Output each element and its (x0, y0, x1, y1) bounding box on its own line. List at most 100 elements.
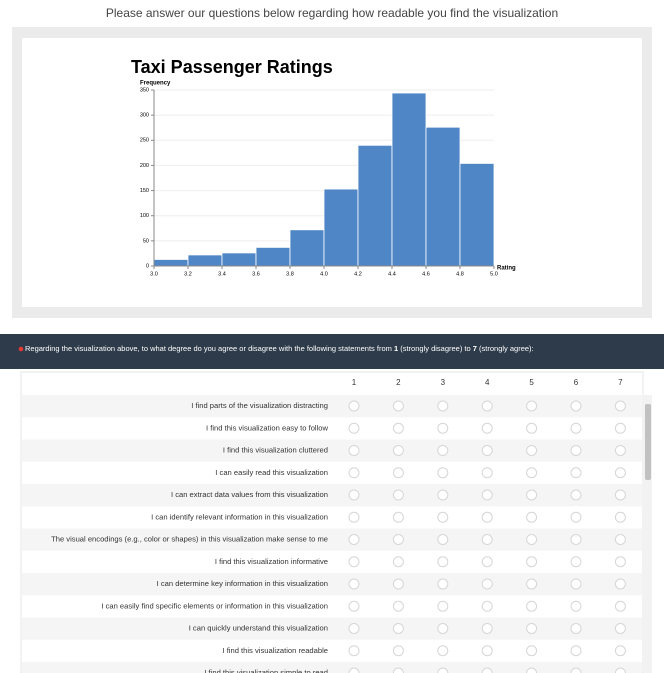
radio-option[interactable] (437, 534, 449, 545)
scrollbar-thumb[interactable] (645, 404, 651, 480)
radio-option[interactable] (614, 445, 626, 456)
radio-option[interactable] (481, 467, 493, 479)
radio-option[interactable] (481, 511, 493, 523)
radio-option[interactable] (392, 489, 404, 501)
radio-option[interactable] (570, 645, 582, 657)
radio-option[interactable] (614, 556, 626, 568)
radio-option[interactable] (437, 667, 449, 673)
radio-option[interactable] (437, 511, 449, 523)
radio-option[interactable] (437, 623, 449, 634)
radio-option[interactable] (481, 645, 493, 657)
radio-option[interactable] (570, 534, 582, 545)
radio-option[interactable] (526, 511, 538, 523)
radio-option[interactable] (392, 467, 404, 479)
x-tick-label: 3.2 (184, 271, 192, 277)
radio-option[interactable] (481, 578, 493, 590)
radio-option[interactable] (348, 556, 360, 568)
radio-option[interactable] (481, 445, 493, 456)
radio-option[interactable] (614, 422, 626, 434)
radio-option[interactable] (526, 623, 538, 634)
radio-option[interactable] (348, 623, 360, 634)
radio-option[interactable] (348, 422, 360, 434)
y-tick-label: 50 (143, 238, 149, 244)
radio-option[interactable] (348, 467, 360, 479)
radio-option[interactable] (392, 422, 404, 434)
radio-option[interactable] (570, 400, 582, 412)
radio-option[interactable] (437, 556, 449, 568)
bar (289, 229, 325, 267)
radio-option[interactable] (437, 400, 449, 412)
radio-option[interactable] (392, 600, 404, 612)
radio-option[interactable] (526, 445, 538, 456)
radio-option[interactable] (526, 467, 538, 479)
radio-option[interactable] (526, 489, 538, 501)
radio-option[interactable] (526, 534, 538, 545)
radio-option[interactable] (392, 534, 404, 545)
radio-option[interactable] (392, 645, 404, 657)
radio-option[interactable] (614, 467, 626, 479)
radio-option[interactable] (570, 422, 582, 434)
radio-option[interactable] (481, 400, 493, 412)
radio-option[interactable] (348, 534, 360, 545)
radio-option[interactable] (614, 489, 626, 501)
radio-option[interactable] (481, 623, 493, 634)
radio-option[interactable] (526, 400, 538, 412)
radio-option[interactable] (437, 445, 449, 456)
radio-option[interactable] (570, 467, 582, 479)
radio-option[interactable] (348, 400, 360, 412)
radio-option[interactable] (526, 578, 538, 590)
radio-option[interactable] (348, 600, 360, 612)
radio-option[interactable] (614, 511, 626, 523)
radio-option[interactable] (570, 600, 582, 612)
radio-option[interactable] (570, 623, 582, 634)
radio-option[interactable] (570, 578, 582, 590)
radio-option[interactable] (481, 422, 493, 434)
y-tick-label: 350 (140, 87, 149, 93)
radio-option[interactable] (392, 667, 404, 673)
radio-option[interactable] (526, 645, 538, 657)
radio-option[interactable] (526, 556, 538, 568)
radio-option[interactable] (481, 600, 493, 612)
radio-option[interactable] (437, 489, 449, 501)
radio-option[interactable] (437, 467, 449, 479)
radio-option[interactable] (614, 400, 626, 412)
radio-option[interactable] (348, 489, 360, 501)
radio-option[interactable] (614, 623, 626, 634)
radio-option[interactable] (392, 400, 404, 412)
radio-option[interactable] (348, 667, 360, 673)
radio-option[interactable] (570, 445, 582, 456)
radio-option[interactable] (570, 489, 582, 501)
radio-option[interactable] (526, 667, 538, 673)
radio-option[interactable] (348, 511, 360, 523)
radio-option[interactable] (392, 623, 404, 634)
radio-option[interactable] (392, 445, 404, 456)
radio-option[interactable] (570, 511, 582, 523)
radio-option[interactable] (614, 667, 626, 673)
radio-option[interactable] (526, 422, 538, 434)
radio-option[interactable] (614, 645, 626, 657)
radio-option[interactable] (570, 667, 582, 673)
radio-option[interactable] (348, 445, 360, 456)
radio-option[interactable] (614, 578, 626, 590)
radio-option[interactable] (481, 489, 493, 501)
radio-option[interactable] (614, 534, 626, 545)
radio-option[interactable] (392, 556, 404, 568)
radio-option[interactable] (481, 534, 493, 545)
radio-option[interactable] (437, 600, 449, 612)
radio-option[interactable] (437, 422, 449, 434)
column-label: 7 (618, 378, 623, 387)
radio-option[interactable] (392, 578, 404, 590)
radio-option[interactable] (614, 600, 626, 612)
radio-option[interactable] (348, 645, 360, 657)
radio-option[interactable] (348, 578, 360, 590)
radio-option[interactable] (481, 667, 493, 673)
radio-option[interactable] (481, 556, 493, 568)
radio-option[interactable] (526, 600, 538, 612)
x-tick-label: 3.6 (252, 271, 260, 277)
radio-option[interactable] (437, 645, 449, 657)
chart-title: Taxi Passenger Ratings (131, 57, 333, 77)
radio-option[interactable] (392, 511, 404, 523)
radio-option[interactable] (570, 556, 582, 568)
x-tick-label: 4.8 (456, 271, 464, 277)
radio-option[interactable] (437, 578, 449, 590)
